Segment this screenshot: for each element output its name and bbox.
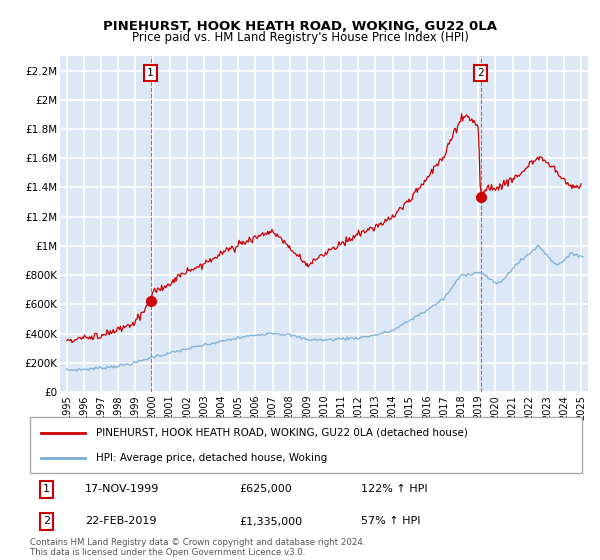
Text: £1,335,000: £1,335,000 [240,516,303,526]
Text: HPI: Average price, detached house, Woking: HPI: Average price, detached house, Woki… [96,452,328,463]
Text: Contains HM Land Registry data © Crown copyright and database right 2024.
This d: Contains HM Land Registry data © Crown c… [30,538,365,557]
Text: 122% ↑ HPI: 122% ↑ HPI [361,484,428,494]
Text: 1: 1 [43,484,50,494]
Text: PINEHURST, HOOK HEATH ROAD, WOKING, GU22 0LA (detached house): PINEHURST, HOOK HEATH ROAD, WOKING, GU22… [96,428,468,438]
Text: 57% ↑ HPI: 57% ↑ HPI [361,516,421,526]
Text: 17-NOV-1999: 17-NOV-1999 [85,484,160,494]
Text: £625,000: £625,000 [240,484,293,494]
Text: 2: 2 [477,68,484,78]
Text: 2: 2 [43,516,50,526]
FancyBboxPatch shape [30,417,582,473]
Text: 1: 1 [147,68,154,78]
Text: PINEHURST, HOOK HEATH ROAD, WOKING, GU22 0LA: PINEHURST, HOOK HEATH ROAD, WOKING, GU22… [103,20,497,32]
Text: 22-FEB-2019: 22-FEB-2019 [85,516,157,526]
Text: Price paid vs. HM Land Registry's House Price Index (HPI): Price paid vs. HM Land Registry's House … [131,31,469,44]
